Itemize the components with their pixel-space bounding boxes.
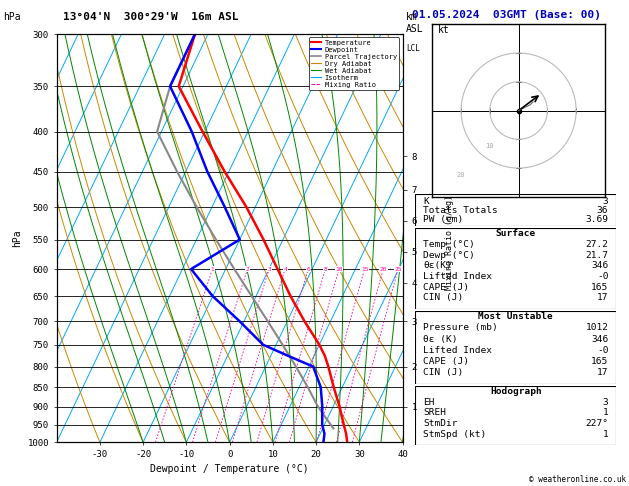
Text: 3: 3 xyxy=(603,197,608,206)
Text: 17: 17 xyxy=(597,368,608,377)
Text: 01.05.2024  03GMT (Base: 00): 01.05.2024 03GMT (Base: 00) xyxy=(412,10,601,20)
Text: 3: 3 xyxy=(267,266,271,272)
Text: 165: 165 xyxy=(591,283,608,292)
Text: 13°04'N  300°29'W  16m ASL: 13°04'N 300°29'W 16m ASL xyxy=(63,12,238,22)
Text: 6: 6 xyxy=(306,266,310,272)
Text: 15: 15 xyxy=(361,266,369,272)
Text: 20: 20 xyxy=(457,172,465,178)
Text: 1012: 1012 xyxy=(586,323,608,332)
Y-axis label: hPa: hPa xyxy=(12,229,22,247)
Text: Most Unstable: Most Unstable xyxy=(479,312,553,321)
Text: 10: 10 xyxy=(486,143,494,149)
Text: 1: 1 xyxy=(603,408,608,417)
Text: Dewp (°C): Dewp (°C) xyxy=(423,251,475,260)
Text: 17: 17 xyxy=(597,294,608,302)
Text: 8: 8 xyxy=(323,266,327,272)
Text: 3.69: 3.69 xyxy=(586,215,608,224)
Text: Lifted Index: Lifted Index xyxy=(423,272,492,281)
Text: θε (K): θε (K) xyxy=(423,334,458,344)
Text: K: K xyxy=(423,197,429,206)
Text: 27.2: 27.2 xyxy=(586,240,608,249)
Text: Surface: Surface xyxy=(496,229,536,238)
Text: Mixing Ratio (g/kg): Mixing Ratio (g/kg) xyxy=(445,195,454,291)
Text: Pressure (mb): Pressure (mb) xyxy=(423,323,498,332)
Text: kt: kt xyxy=(438,25,450,35)
Text: 10: 10 xyxy=(335,266,343,272)
Legend: Temperature, Dewpoint, Parcel Trajectory, Dry Adiabat, Wet Adiabat, Isotherm, Mi: Temperature, Dewpoint, Parcel Trajectory… xyxy=(309,37,399,90)
Text: 4: 4 xyxy=(283,266,287,272)
Text: 3: 3 xyxy=(603,398,608,407)
Text: 20: 20 xyxy=(379,266,387,272)
Text: km
ASL: km ASL xyxy=(406,12,423,34)
Text: θε(K): θε(K) xyxy=(423,261,452,270)
Text: © weatheronline.co.uk: © weatheronline.co.uk xyxy=(529,474,626,484)
Text: 25: 25 xyxy=(394,266,402,272)
Text: 1: 1 xyxy=(211,266,214,272)
Text: -0: -0 xyxy=(597,346,608,355)
Text: 346: 346 xyxy=(591,261,608,270)
Text: 227°: 227° xyxy=(586,419,608,428)
Text: 165: 165 xyxy=(591,357,608,366)
Text: CAPE (J): CAPE (J) xyxy=(423,283,469,292)
Text: Totals Totals: Totals Totals xyxy=(423,206,498,215)
Text: 2: 2 xyxy=(245,266,249,272)
Text: hPa: hPa xyxy=(3,12,21,22)
Text: CIN (J): CIN (J) xyxy=(423,294,464,302)
Text: StmSpd (kt): StmSpd (kt) xyxy=(423,430,486,438)
Text: CAPE (J): CAPE (J) xyxy=(423,357,469,366)
Text: SREH: SREH xyxy=(423,408,446,417)
Text: 346: 346 xyxy=(591,334,608,344)
Text: Lifted Index: Lifted Index xyxy=(423,346,492,355)
Text: StmDir: StmDir xyxy=(423,419,458,428)
Text: LCL: LCL xyxy=(407,44,421,53)
Text: Temp (°C): Temp (°C) xyxy=(423,240,475,249)
Text: Hodograph: Hodograph xyxy=(490,387,542,396)
Text: PW (cm): PW (cm) xyxy=(423,215,464,224)
Text: CIN (J): CIN (J) xyxy=(423,368,464,377)
Text: 21.7: 21.7 xyxy=(586,251,608,260)
Text: 1: 1 xyxy=(603,430,608,438)
Text: -0: -0 xyxy=(597,272,608,281)
Text: 36: 36 xyxy=(597,206,608,215)
X-axis label: Dewpoint / Temperature (°C): Dewpoint / Temperature (°C) xyxy=(150,465,309,474)
Text: EH: EH xyxy=(423,398,435,407)
